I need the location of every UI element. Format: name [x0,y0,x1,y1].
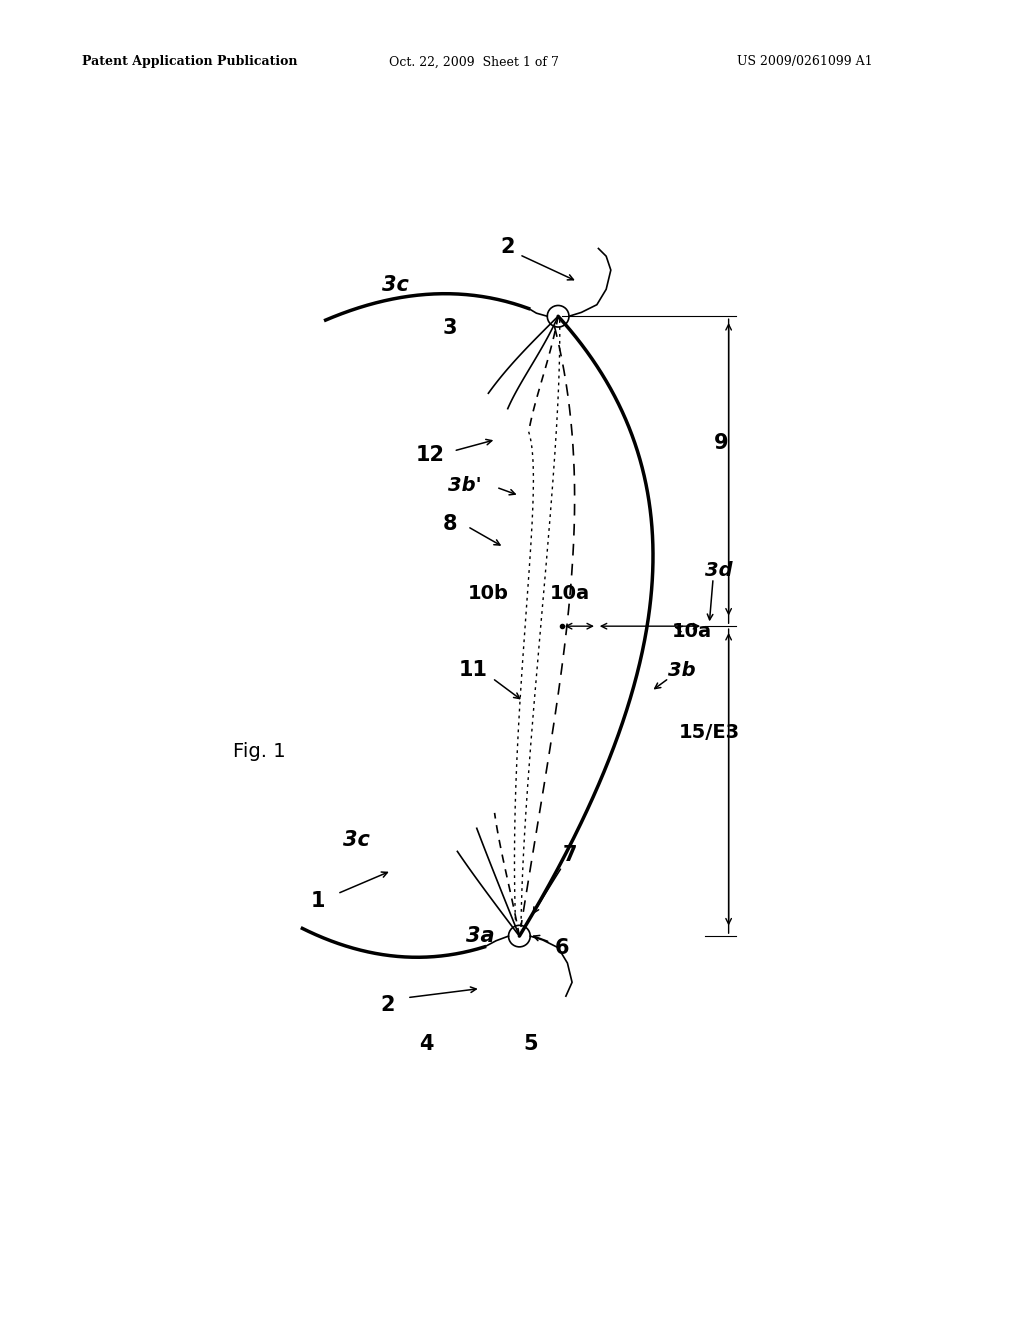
Text: 3c: 3c [343,830,370,850]
Text: 3a: 3a [466,927,495,946]
Text: Patent Application Publication: Patent Application Publication [82,55,297,69]
Text: 6: 6 [555,937,569,957]
Text: 2: 2 [380,995,395,1015]
Text: Oct. 22, 2009  Sheet 1 of 7: Oct. 22, 2009 Sheet 1 of 7 [389,55,559,69]
Text: 11: 11 [459,660,487,680]
Text: 3b: 3b [669,661,696,680]
Text: 3c: 3c [382,276,409,296]
Text: 5: 5 [523,1034,539,1053]
Text: 2: 2 [501,238,515,257]
Text: US 2009/0261099 A1: US 2009/0261099 A1 [737,55,872,69]
Text: 3d: 3d [705,561,732,579]
Text: 15/E3: 15/E3 [679,722,739,742]
Text: 9: 9 [714,433,728,453]
Text: Fig. 1: Fig. 1 [232,742,286,760]
Text: 3: 3 [442,318,457,338]
Text: 10a: 10a [672,623,713,642]
Text: 12: 12 [416,445,444,465]
Text: 4: 4 [419,1034,433,1053]
Text: 10a: 10a [550,583,590,603]
Text: 8: 8 [442,515,457,535]
Text: 7: 7 [562,845,577,865]
Text: 1: 1 [310,891,326,911]
Text: 3b': 3b' [449,477,482,495]
Text: 10b: 10b [468,583,509,603]
